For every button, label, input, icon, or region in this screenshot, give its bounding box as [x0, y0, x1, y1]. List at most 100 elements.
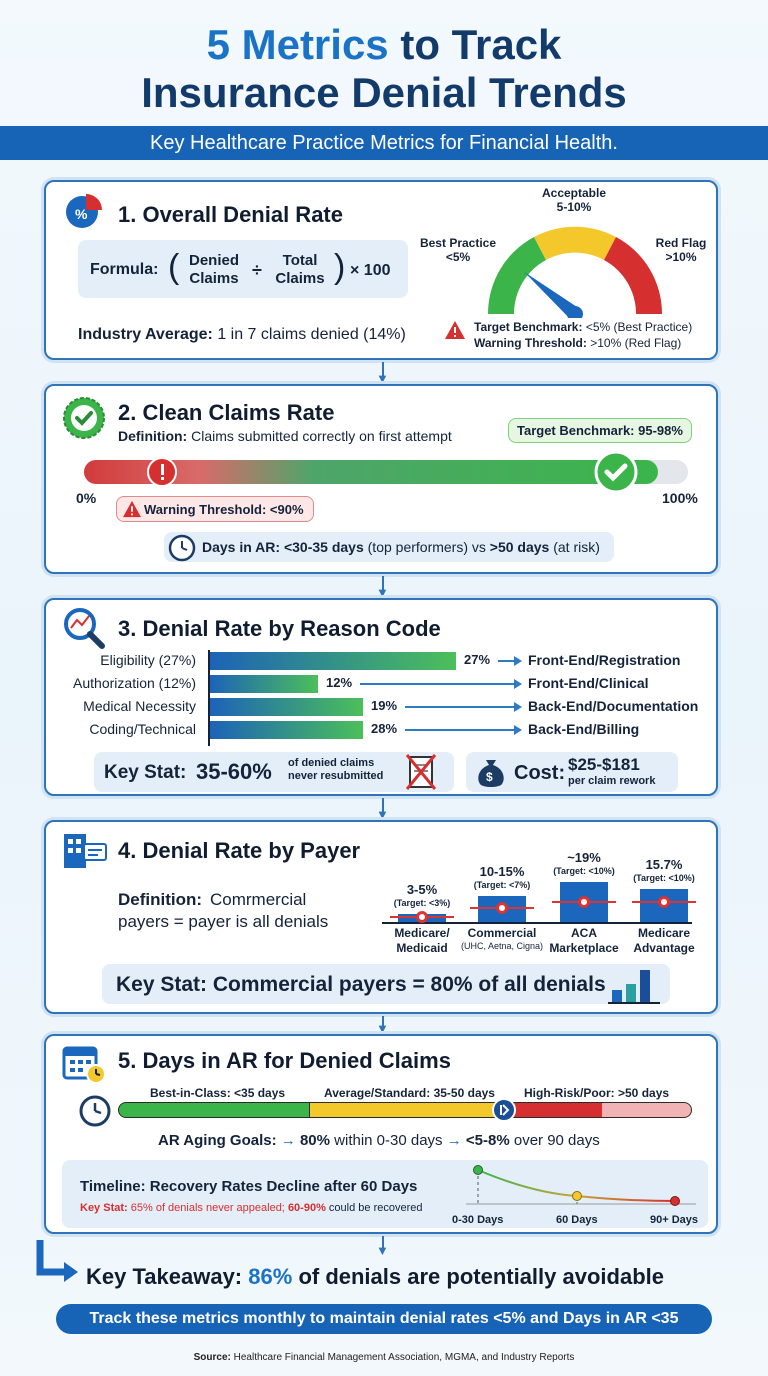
curve-point-90 [670, 1196, 680, 1206]
reason-value: 27% [464, 652, 491, 667]
key-stat-value: 35-60% [196, 759, 272, 784]
formula-box [78, 240, 408, 298]
reason-value: 12% [326, 675, 353, 690]
connector-line [382, 1016, 384, 1030]
key-stat-text: Key Stat: Commercial payers = 80% of all… [116, 973, 606, 996]
arrow-right-icon [514, 702, 522, 712]
key-stat-box [102, 964, 670, 1004]
metric-card-denial-by-payer: 4. Denial Rate by Payer Definition: Comr… [44, 820, 718, 1014]
definition: Definition: Claims submitted correctly o… [118, 428, 452, 444]
reason-bar [210, 698, 363, 716]
definition-label: Definition: [118, 890, 203, 909]
days-in-ar-text: Days in AR: <30-35 days (top performers)… [202, 539, 600, 555]
definition-line1: Comrmercial [210, 890, 307, 909]
timeline-box [62, 1160, 708, 1228]
payer-name-sub: Marketplace [549, 941, 619, 955]
paren-left: ( [168, 248, 180, 286]
warning-icon [445, 321, 465, 339]
reason-label: Coding/Technical [89, 721, 196, 737]
target-benchmark: Target Benchmark: <5% (Best Practice) [474, 320, 693, 334]
connector-arrow-icon: ▼ [376, 807, 389, 822]
key-stat-box [94, 752, 454, 792]
svg-text:$: $ [486, 770, 493, 784]
arrow-right-icon [514, 725, 522, 735]
payer-rate: 15.7% [645, 857, 683, 872]
clock-icon [168, 534, 196, 562]
payer-name-sub: (UHC, Aetna, Cigna) [460, 941, 544, 951]
warning-marker-icon [147, 457, 177, 487]
gauge-zone-red [604, 237, 663, 314]
reason-destination: Front-End/Clinical [528, 675, 649, 691]
ar-segment-best [118, 1102, 310, 1118]
formula-term-denied: Denied Claims [188, 252, 239, 287]
key-stat-label: Key Stat: [104, 762, 187, 783]
source-note: Source: Healthcare Financial Management … [193, 1352, 575, 1363]
payer-chart-baseline [382, 922, 692, 924]
hospital-building-icon [64, 834, 107, 868]
connector-arrow-icon: ▼ [376, 1021, 389, 1036]
section-title: 1. Overall Denial Rate [118, 202, 343, 227]
reason-bar [210, 721, 363, 739]
payer-name: Medicare/ [394, 926, 450, 940]
connector-line [382, 1236, 384, 1250]
axis-line [208, 650, 210, 746]
payer-target: (Target: <7%) [473, 880, 531, 890]
section-title: 4. Denial Rate by Payer [118, 838, 361, 863]
payer-rate: 10-15% [479, 864, 525, 879]
payer-name-sub: Advantage [633, 941, 695, 955]
key-stat-note: of denied claims never resubmitted [288, 757, 384, 782]
payer-name: Medicare [637, 926, 691, 940]
gauge-zone-best [487, 237, 546, 314]
reason-destination: Front-End/Registration [528, 652, 681, 668]
payer-target-marker [658, 896, 670, 908]
metric-card-days-in-ar: 5. Days in AR for Denied Claims Best-in-… [44, 1034, 718, 1234]
ar-segment-high [502, 1102, 602, 1118]
metric-card-clean-claims-rate: 2. Clean Claims Rate Definition: Claims … [44, 384, 718, 574]
timeline-label-0-30: 0-30 Days [452, 1214, 504, 1226]
metric-card-denial-by-reason: 3. Denial Rate by Reason Code Key Stat: … [44, 598, 718, 796]
payer-rate: ~19% [567, 850, 601, 865]
gauge-needle [524, 271, 583, 318]
segment-label-best: Best-in-Class: <35 days [150, 1086, 286, 1100]
formula-multiplier: × 100 [350, 262, 391, 279]
section-title: 5. Days in AR for Denied Claims [118, 1048, 451, 1073]
reason-bar [210, 675, 318, 693]
formula-operator: ÷ [252, 260, 262, 280]
magnifier-chart-icon [64, 608, 105, 649]
timeline-title: Timeline: Recovery Rates Decline after 6… [80, 1178, 418, 1195]
subtitle-banner: Key Healthcare Practice Metrics for Fina… [0, 126, 768, 160]
ar-aging-goals: AR Aging Goals: → 80% within 0-30 days →… [158, 1132, 600, 1149]
arrow-right-icon [514, 656, 522, 666]
gauge-label-acceptable: Acceptable 5-10% [541, 186, 607, 214]
reason-connector-line [360, 683, 514, 685]
svg-text:%: % [75, 206, 88, 222]
formula-term-total: Total Claims [275, 252, 325, 287]
reason-connector-line [405, 706, 514, 708]
check-badge-icon [63, 397, 105, 439]
gauge-label-best: Best Practice <5% [419, 236, 497, 264]
payer-target-marker [416, 911, 428, 923]
calendar-clock-icon [62, 1046, 106, 1084]
reason-label: Authorization (12%) [73, 675, 196, 691]
ar-segment-high-tail [602, 1102, 692, 1118]
target-check-icon [594, 450, 638, 494]
curve-point-0-30 [473, 1165, 483, 1175]
reason-label: Medical Necessity [83, 698, 196, 714]
payer-target-marker [496, 902, 508, 914]
section-title: 2. Clean Claims Rate [118, 400, 335, 425]
denial-rate-gauge [487, 226, 663, 318]
connector-line [382, 362, 384, 380]
page-title: 5 Metrics to Track [206, 21, 562, 68]
payer-target: (Target: <10%) [633, 873, 695, 883]
payer-name-sub: Medicaid [396, 941, 448, 955]
pie-chart-icon: % [66, 194, 102, 228]
arrow-right-icon: → [280, 1132, 296, 1149]
reason-value: 19% [371, 698, 398, 713]
payer-target-marker [578, 896, 590, 908]
arrow-right-icon [514, 679, 522, 689]
warning-icon [123, 500, 141, 518]
key-takeaway: Key Takeaway: 86% of denials are potenti… [86, 1264, 664, 1289]
cost-label: Cost: [514, 762, 566, 784]
segment-label-average: Average/Standard: 35-50 days [324, 1086, 495, 1100]
reason-label: Eligibility (27%) [100, 652, 196, 668]
